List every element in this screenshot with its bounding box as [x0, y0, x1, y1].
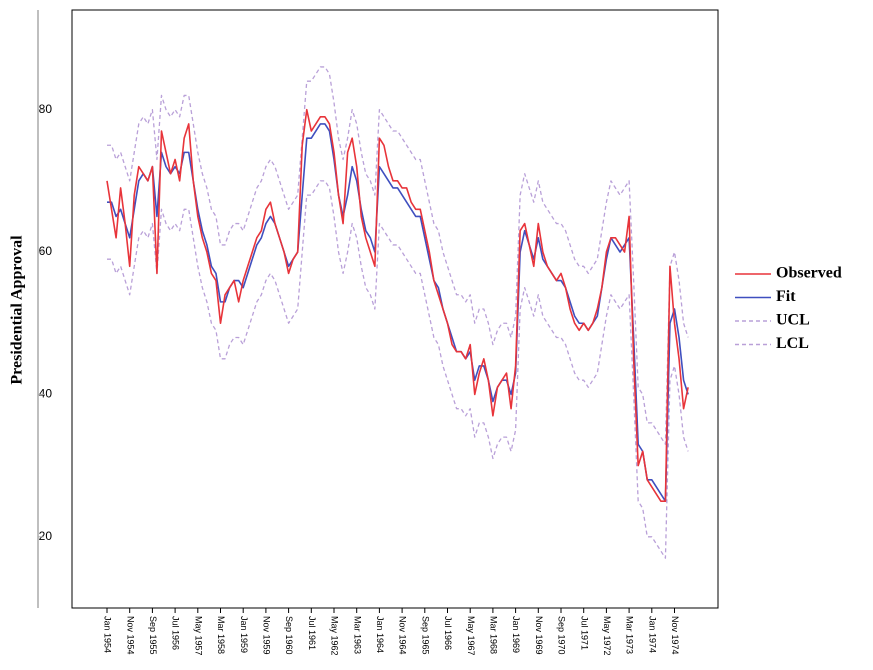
x-tick-label: Sep 1960: [284, 616, 294, 655]
legend-label: Fit: [776, 288, 796, 305]
y-tick-label: 20: [39, 529, 53, 543]
y-tick-label: 60: [39, 244, 53, 258]
x-tick-label: Jan 1954: [103, 616, 113, 653]
y-tick-label: 40: [39, 387, 53, 401]
x-tick-label: Nov 1964: [398, 616, 408, 655]
x-tick-label: Sep 1955: [148, 616, 158, 655]
series-line: [107, 66, 689, 445]
x-tick-label: Jan 1959: [239, 616, 249, 653]
x-tick-label: Mar 1968: [489, 616, 499, 654]
x-tick-label: Sep 1970: [557, 616, 567, 655]
x-tick-label: May 1972: [602, 616, 612, 656]
x-tick-label: Nov 1954: [125, 616, 135, 655]
x-tick-label: Jul 1966: [443, 616, 453, 650]
x-tick-label: Jan 1969: [511, 616, 521, 653]
x-tick-label: Jan 1964: [375, 616, 385, 653]
series-line: [107, 180, 689, 559]
plot-frame: [71, 9, 719, 609]
legend-label: LCL: [776, 335, 809, 352]
x-tick-label: May 1962: [330, 616, 340, 656]
x-tick-label: Jan 1974: [647, 616, 657, 653]
legend-label: Observed: [776, 265, 842, 282]
x-tick-label: Jul 1956: [171, 616, 181, 650]
x-tick-label: Mar 1958: [216, 616, 226, 654]
x-tick-label: Jul 1961: [307, 616, 317, 650]
legend-label: UCL: [776, 312, 810, 329]
x-tick-label: Mar 1963: [352, 616, 362, 654]
y-axis-title: Presidential Approval: [9, 235, 26, 385]
x-tick-label: May 1957: [193, 616, 203, 656]
x-tick-label: Nov 1974: [670, 616, 680, 655]
x-tick-label: Nov 1959: [262, 616, 272, 655]
series-line: [106, 108, 689, 503]
x-tick-label: Nov 1969: [534, 616, 544, 655]
x-tick-label: May 1967: [466, 616, 476, 656]
y-tick-label: 80: [39, 102, 53, 116]
x-tick-label: Mar 1973: [625, 616, 635, 654]
x-tick-label: Jul 1971: [579, 616, 589, 650]
x-tick-label: Sep 1965: [420, 616, 430, 655]
